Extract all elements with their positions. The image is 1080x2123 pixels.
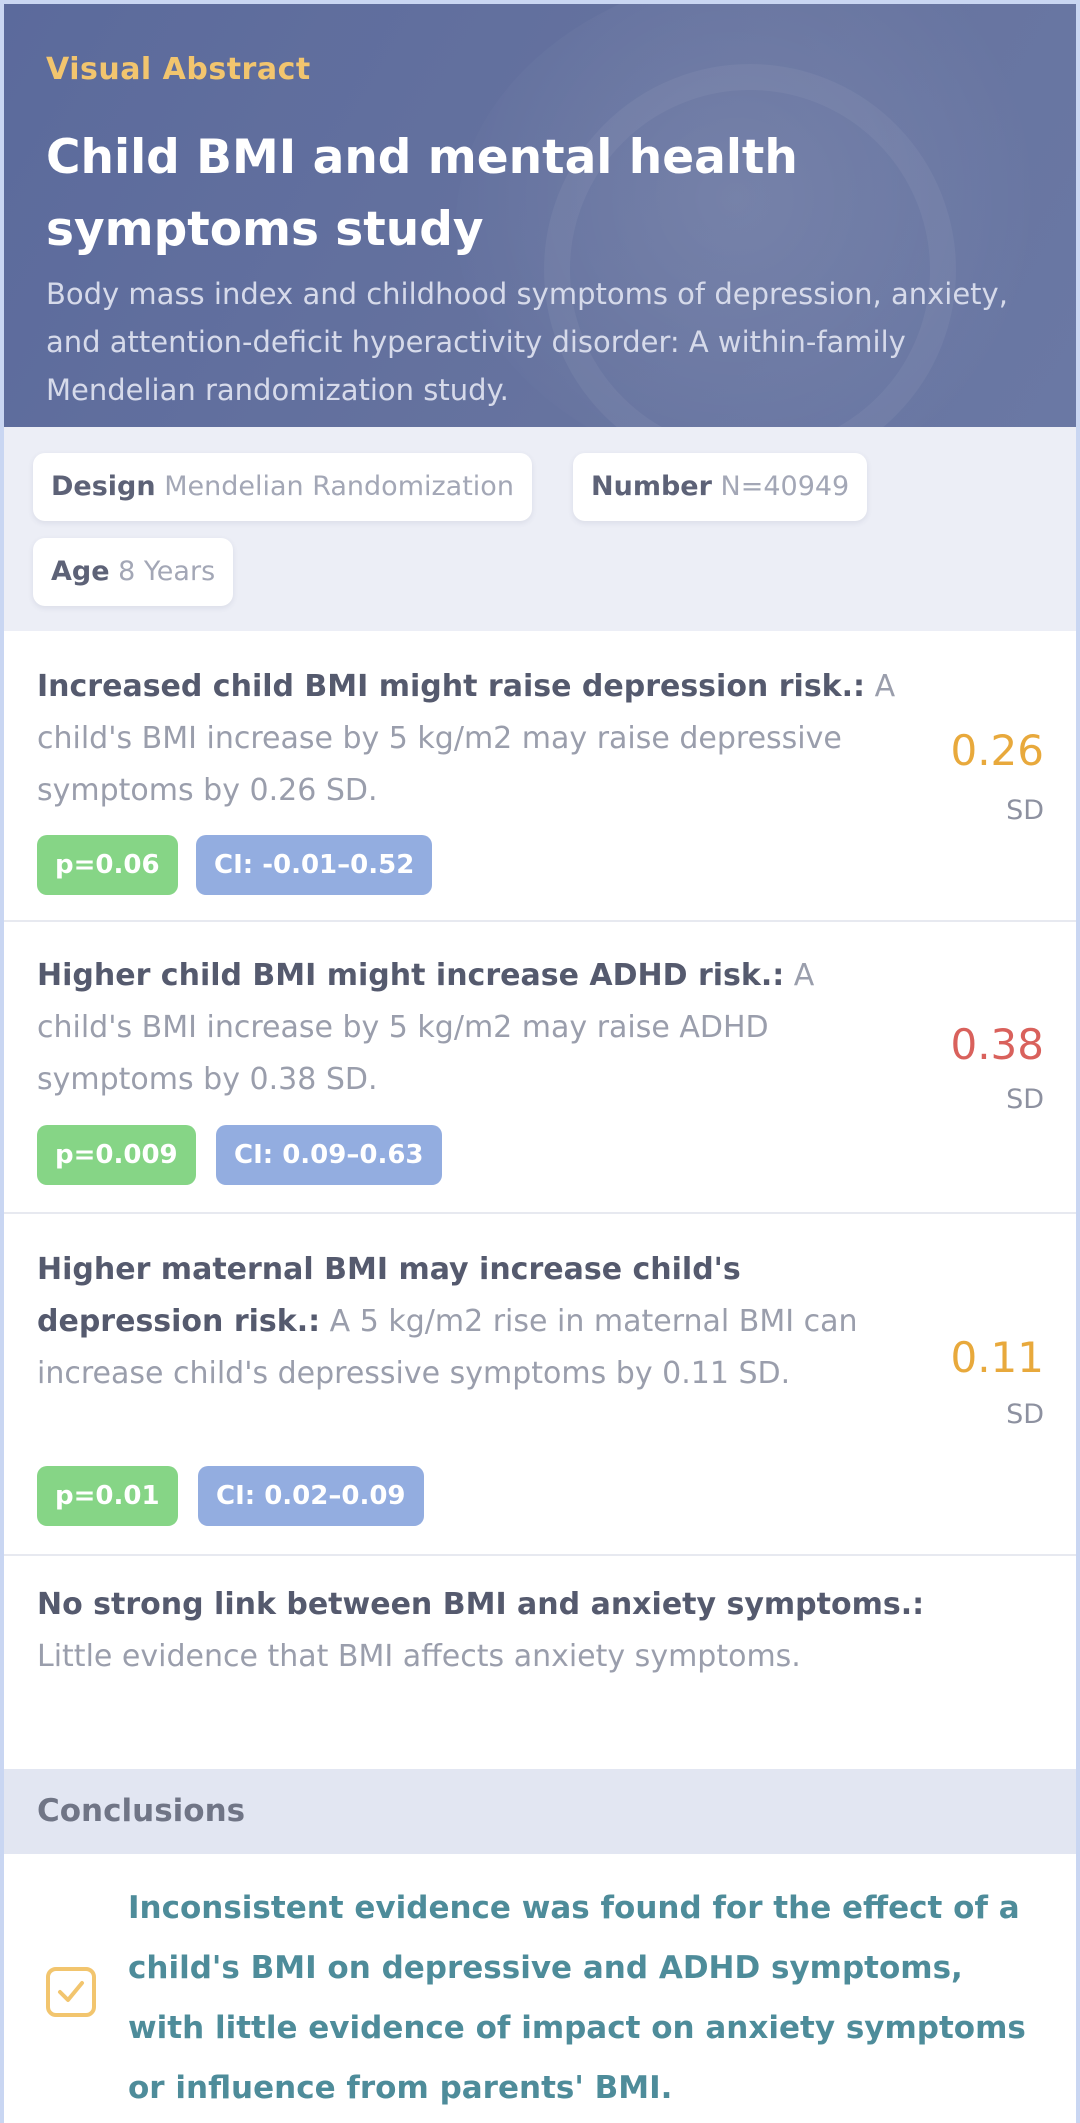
finding-text: Higher child BMI might increase ADHD ris… xyxy=(37,950,897,1106)
finding-lead: Increased child BMI might raise depressi… xyxy=(37,669,866,704)
tag-value: Mendelian Randomization xyxy=(164,471,514,502)
ci-badge: CI: 0.09–0.63 xyxy=(216,1125,442,1185)
checkbox-icon xyxy=(46,1967,96,2017)
p-value-badge: p=0.009 xyxy=(37,1125,196,1185)
tag-design: Design Mendelian Randomization xyxy=(33,453,532,521)
kicker-label: Visual Abstract xyxy=(46,52,311,87)
effect-value: 0.38 xyxy=(950,1020,1044,1069)
tag-label: Design xyxy=(51,471,156,502)
finding-description: Little evidence that BMI affects anxiety… xyxy=(37,1639,801,1674)
p-value-badge: p=0.06 xyxy=(37,835,178,895)
effect-unit: SD xyxy=(1006,795,1044,826)
finding-text: Increased child BMI might raise depressi… xyxy=(37,661,897,817)
conclusions-text: Inconsistent evidence was found for the … xyxy=(128,1890,1026,2106)
finding-description: A child's BMI increase by 5 kg/m2 may ra… xyxy=(37,669,896,808)
finding-text: No strong link between BMI and anxiety s… xyxy=(37,1579,937,1683)
p-value-badge: p=0.01 xyxy=(37,1466,178,1526)
effect-value: 0.26 xyxy=(950,726,1044,775)
tag-number: Number N=40949 xyxy=(573,453,868,521)
tag-value: N=40949 xyxy=(720,471,850,502)
conclusions-heading: Conclusions xyxy=(4,1769,1076,1854)
ci-badge: CI: 0.02–0.09 xyxy=(198,1466,424,1526)
header: Visual Abstract Child BMI and mental hea… xyxy=(4,4,1076,427)
finding-description: A child's BMI increase by 5 kg/m2 may ra… xyxy=(37,958,815,1097)
finding-text: Higher maternal BMI may increase child's… xyxy=(37,1244,897,1400)
finding-description: A 5 kg/m2 rise in maternal BMI can incre… xyxy=(37,1304,858,1391)
finding-item: No strong link between BMI and anxiety s… xyxy=(4,1556,1076,1769)
tag-label: Number xyxy=(591,471,712,502)
conclusions-body: Inconsistent evidence was found for the … xyxy=(4,1854,1076,2123)
page-title: Child BMI and mental health symptoms stu… xyxy=(46,130,798,257)
study-tags: Design Mendelian Randomization Number N=… xyxy=(4,427,1076,631)
page-subtitle: Body mass index and childhood symptoms o… xyxy=(46,277,1008,407)
finding-item: Higher maternal BMI may increase child's… xyxy=(4,1214,1076,1556)
finding-lead: Higher child BMI might increase ADHD ris… xyxy=(37,958,785,993)
tag-label: Age xyxy=(51,556,110,587)
finding-item: Increased child BMI might raise depressi… xyxy=(4,631,1076,922)
effect-unit: SD xyxy=(1006,1399,1044,1430)
ci-badge: CI: -0.01–0.52 xyxy=(196,835,433,895)
finding-lead: Higher maternal BMI may increase child's… xyxy=(37,1252,741,1339)
effect-value: 0.11 xyxy=(950,1333,1044,1382)
effect-unit: SD xyxy=(1006,1084,1044,1115)
finding-lead: No strong link between BMI and anxiety s… xyxy=(37,1587,925,1622)
tag-value: 8 Years xyxy=(118,556,216,587)
finding-item: Higher child BMI might increase ADHD ris… xyxy=(4,922,1076,1214)
tag-age: Age 8 Years xyxy=(33,538,234,606)
